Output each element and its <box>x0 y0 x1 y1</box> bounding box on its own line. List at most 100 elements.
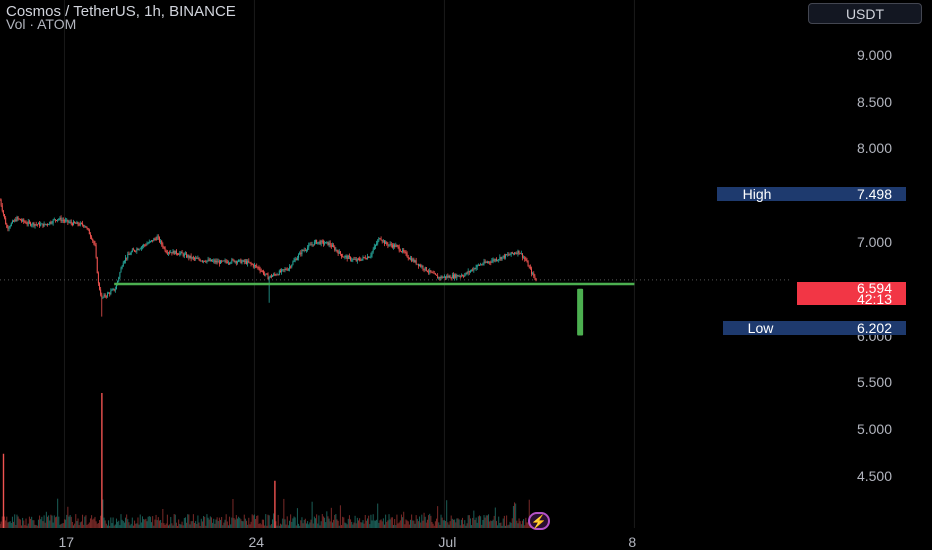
candle-body <box>4 214 6 218</box>
volume-bar <box>361 522 363 528</box>
candle-body <box>58 219 60 220</box>
volume-bar <box>128 522 130 528</box>
candle-body <box>152 240 154 242</box>
candle-body <box>277 274 279 276</box>
volume-bar <box>161 522 163 528</box>
volume-bar <box>238 516 240 528</box>
candle-body <box>362 257 364 259</box>
volume-bar <box>166 514 168 528</box>
volume-bar <box>326 511 328 528</box>
volume-bar <box>191 521 193 528</box>
volume-bar <box>355 523 357 528</box>
volume-bar <box>426 519 428 528</box>
candle-body <box>334 246 336 251</box>
candle-body <box>49 221 51 225</box>
currency-button[interactable]: USDT <box>808 3 922 24</box>
volume-bar <box>304 518 306 528</box>
candle-body <box>301 250 303 255</box>
volume-bar <box>276 525 278 528</box>
volume-bar <box>32 520 34 528</box>
volume-bar <box>414 523 416 528</box>
candle-body <box>89 234 91 237</box>
volume-bar <box>99 519 101 528</box>
candle-body <box>359 258 361 260</box>
volume-bar <box>360 522 362 528</box>
volume-bar <box>438 522 440 528</box>
volume-bar <box>196 523 198 528</box>
volume-bar <box>6 516 8 528</box>
candle-body <box>0 199 2 206</box>
candle-body <box>312 244 314 246</box>
candle-body <box>471 269 473 271</box>
volume-bar <box>430 515 432 528</box>
candle-body <box>160 240 162 242</box>
x-tick-label: 24 <box>248 534 265 550</box>
volume-bar <box>511 518 513 528</box>
volume-bar <box>16 514 18 528</box>
candle-body <box>352 258 354 260</box>
volume-bar <box>310 519 312 528</box>
candle-body <box>507 254 509 256</box>
candle-body <box>364 257 366 259</box>
volume-bar <box>189 524 191 528</box>
volume-bar <box>394 519 396 528</box>
volume-bar <box>19 519 21 528</box>
volume-bar <box>509 521 511 528</box>
volume-bar <box>460 519 462 528</box>
candle-body <box>114 289 116 291</box>
candle-body <box>407 256 409 259</box>
candle-body <box>377 240 379 244</box>
volume-bar <box>158 520 160 528</box>
volume-spike <box>101 393 103 528</box>
volume-bar <box>456 518 458 528</box>
volume-bar <box>105 523 107 528</box>
volume-bar <box>291 521 293 528</box>
candle-body <box>455 274 457 278</box>
volume-bar <box>292 518 294 528</box>
candle-body <box>26 223 28 225</box>
candle-body <box>270 275 272 277</box>
volume-bar <box>36 525 38 528</box>
volume-bar <box>68 516 70 528</box>
volume-bar <box>391 517 393 528</box>
candle-body <box>337 251 339 254</box>
candle-body <box>330 245 332 247</box>
candle-body <box>379 238 381 240</box>
volume-bar <box>53 515 55 528</box>
candle-body <box>283 269 285 271</box>
volume-bar <box>330 507 332 528</box>
candle-body <box>329 242 331 246</box>
candle-body <box>327 241 329 246</box>
volume-bar <box>423 512 425 528</box>
volume-bar <box>472 517 474 528</box>
volume-bar <box>259 523 261 528</box>
candle-body <box>104 294 106 297</box>
candle-body <box>442 277 444 278</box>
volume-bar <box>256 515 258 528</box>
candle-body <box>339 251 341 255</box>
candle-body <box>164 247 166 252</box>
candle-body <box>242 260 244 262</box>
candle-body <box>36 224 38 226</box>
candle-body <box>51 223 53 224</box>
volume-bar <box>370 514 372 528</box>
candle-body <box>423 268 425 270</box>
candle-body <box>210 259 212 262</box>
candle-body <box>457 275 459 277</box>
candle-body <box>59 217 61 220</box>
candle-body <box>422 266 424 269</box>
volume-bar <box>279 523 281 528</box>
candle-body <box>266 273 268 275</box>
volume-bar <box>251 514 253 528</box>
volume-bar <box>141 516 143 528</box>
volume-bar <box>483 515 485 528</box>
volume-spike <box>2 453 5 528</box>
flash-icon[interactable]: ⚡ <box>528 512 550 530</box>
volume-bar <box>70 516 72 528</box>
candle-body <box>5 217 7 225</box>
volume-bar <box>173 514 175 528</box>
candle-body <box>274 274 276 275</box>
candle-body <box>370 255 372 258</box>
volume-bar <box>514 502 516 528</box>
